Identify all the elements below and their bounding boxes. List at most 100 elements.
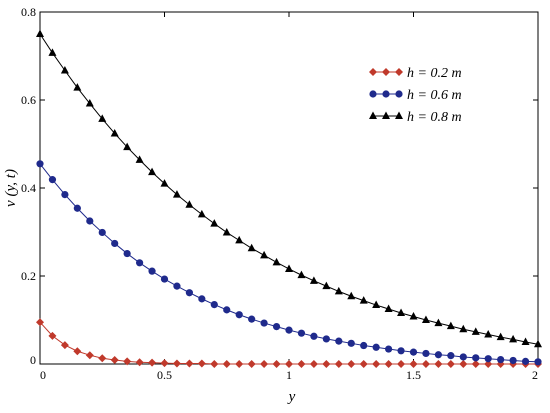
legend-marker bbox=[369, 68, 377, 76]
data-point bbox=[148, 267, 156, 275]
x-axis-label: y bbox=[287, 389, 296, 405]
data-point bbox=[136, 259, 144, 267]
y-tick-label: 0.6 bbox=[21, 93, 36, 107]
data-point bbox=[260, 250, 269, 259]
legend-marker bbox=[382, 68, 390, 76]
data-point bbox=[360, 341, 368, 350]
data-point bbox=[521, 357, 530, 365]
data-point bbox=[285, 326, 293, 334]
data-point bbox=[85, 99, 94, 107]
data-point bbox=[347, 360, 356, 368]
series-3 bbox=[36, 29, 542, 348]
data-point bbox=[60, 341, 69, 350]
data-point bbox=[36, 29, 44, 37]
data-point bbox=[472, 354, 480, 362]
data-point bbox=[185, 200, 194, 208]
x-tick-label: 2 bbox=[532, 368, 538, 382]
data-point bbox=[160, 359, 169, 368]
data-point bbox=[110, 356, 119, 365]
data-point bbox=[148, 358, 157, 367]
data-point bbox=[260, 360, 269, 368]
data-point bbox=[497, 356, 505, 364]
data-point bbox=[484, 360, 493, 368]
data-point bbox=[297, 329, 306, 337]
data-point bbox=[434, 360, 443, 368]
data-point bbox=[98, 228, 106, 237]
data-point bbox=[446, 360, 455, 368]
data-point bbox=[409, 348, 418, 356]
data-point bbox=[471, 327, 480, 335]
legend-marker bbox=[382, 90, 390, 98]
data-point bbox=[210, 219, 219, 227]
legend-marker bbox=[369, 90, 377, 98]
legend-marker bbox=[382, 111, 390, 119]
data-point bbox=[484, 355, 492, 363]
data-point bbox=[98, 114, 107, 122]
data-point bbox=[172, 359, 181, 368]
data-point bbox=[48, 176, 57, 184]
data-point bbox=[347, 291, 356, 300]
data-point bbox=[446, 321, 455, 330]
data-point bbox=[372, 343, 380, 351]
data-point bbox=[160, 179, 169, 187]
x-tick-label: 1.5 bbox=[406, 368, 421, 382]
data-point bbox=[61, 191, 69, 199]
data-point bbox=[197, 359, 206, 368]
legend: h = 0.2 m h = 0.6 m h = 0.8 m bbox=[369, 66, 462, 125]
data-point bbox=[235, 235, 244, 244]
data-point bbox=[73, 347, 82, 356]
data-point bbox=[185, 359, 194, 368]
data-point bbox=[223, 306, 231, 314]
x-tick-label: 1 bbox=[286, 368, 292, 382]
data-point bbox=[222, 360, 231, 368]
data-point bbox=[36, 318, 44, 327]
series-1 bbox=[36, 318, 542, 368]
data-point bbox=[334, 360, 343, 368]
data-point bbox=[248, 315, 256, 323]
data-point bbox=[235, 360, 244, 368]
data-point bbox=[471, 360, 480, 368]
data-point bbox=[434, 318, 443, 327]
legend-marker bbox=[395, 68, 403, 76]
data-point bbox=[297, 360, 306, 368]
data-point bbox=[384, 360, 393, 368]
data-point bbox=[198, 295, 206, 303]
data-point bbox=[235, 311, 243, 319]
data-point bbox=[359, 296, 368, 304]
data-point bbox=[384, 304, 393, 312]
data-point bbox=[459, 360, 468, 368]
data-point bbox=[98, 354, 107, 363]
data-point bbox=[172, 190, 181, 198]
data-point bbox=[322, 360, 331, 368]
data-point bbox=[48, 48, 57, 56]
data-point bbox=[534, 358, 542, 366]
data-point bbox=[385, 345, 393, 353]
data-point bbox=[509, 334, 518, 343]
data-point bbox=[285, 360, 293, 368]
legend-label: h = 0.6 m bbox=[407, 88, 462, 103]
data-point bbox=[459, 353, 467, 361]
data-point bbox=[309, 360, 318, 368]
y-tick-label: 0.8 bbox=[21, 5, 36, 19]
data-point bbox=[160, 275, 169, 283]
y-tick-label: 0.4 bbox=[21, 181, 36, 195]
data-point bbox=[247, 360, 256, 368]
data-point bbox=[197, 209, 206, 218]
data-point bbox=[173, 282, 181, 290]
legend-item: h = 0.8 m bbox=[369, 110, 462, 125]
data-point bbox=[260, 319, 268, 327]
legend-marker bbox=[369, 111, 377, 119]
data-point bbox=[322, 281, 331, 290]
data-point bbox=[272, 257, 281, 266]
legend-marker bbox=[395, 90, 403, 98]
data-point bbox=[459, 324, 468, 333]
data-point bbox=[397, 347, 405, 355]
data-point bbox=[222, 227, 231, 236]
y-tick-label: 0.2 bbox=[21, 269, 36, 283]
data-point bbox=[210, 301, 218, 309]
x-tick-label: 0.5 bbox=[157, 368, 172, 382]
series-line bbox=[39, 33, 539, 345]
data-point bbox=[409, 360, 418, 368]
